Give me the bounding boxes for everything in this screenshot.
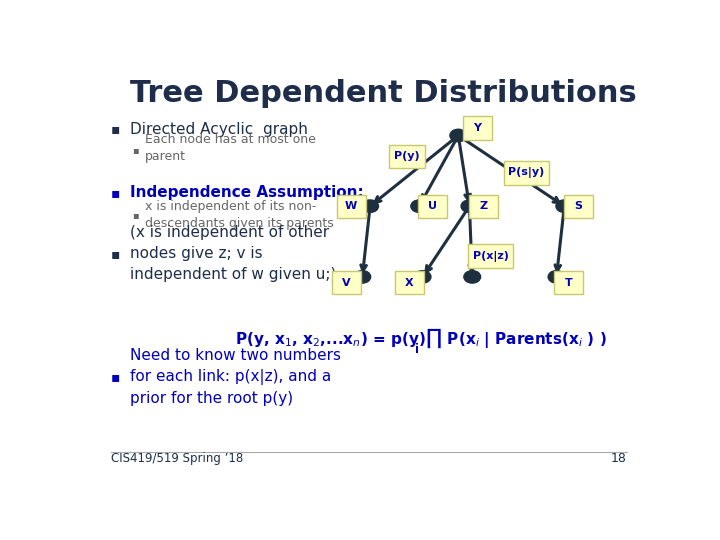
Text: V: V	[343, 278, 351, 288]
Text: P(y, x$_1$, x$_2$,...x$_n$) = p(y)$\prod$ P(x$_i$ | Parents(x$_i$ ) ): P(y, x$_1$, x$_2$,...x$_n$) = p(y)$\prod…	[235, 327, 607, 350]
Text: T: T	[565, 278, 572, 288]
Circle shape	[411, 200, 428, 212]
Text: ▪: ▪	[132, 145, 138, 155]
Text: Independence Assumption:: Independence Assumption:	[130, 185, 364, 200]
Circle shape	[461, 200, 478, 212]
Text: P(y): P(y)	[394, 151, 420, 161]
Text: Need to know two numbers
for each link: p(x|z), and a
prior for the root p(y): Need to know two numbers for each link: …	[130, 348, 341, 407]
Text: i: i	[415, 343, 419, 356]
Text: ▪: ▪	[132, 210, 138, 220]
Circle shape	[354, 271, 371, 283]
FancyBboxPatch shape	[337, 194, 366, 218]
FancyBboxPatch shape	[389, 145, 426, 168]
Text: ▪: ▪	[111, 247, 120, 261]
FancyBboxPatch shape	[418, 194, 447, 218]
Text: Z: Z	[480, 201, 487, 211]
Text: W: W	[345, 201, 357, 211]
Text: P(x|z): P(x|z)	[473, 251, 508, 261]
FancyBboxPatch shape	[469, 194, 498, 218]
Text: Each node has at most one
parent: Each node has at most one parent	[145, 133, 315, 163]
Circle shape	[414, 271, 431, 283]
FancyBboxPatch shape	[554, 271, 583, 294]
Circle shape	[464, 271, 481, 283]
FancyBboxPatch shape	[395, 271, 423, 294]
Circle shape	[556, 200, 572, 212]
FancyBboxPatch shape	[564, 194, 593, 218]
Text: Y: Y	[473, 123, 481, 133]
Text: (x is independent of other
nodes give z; v is
independent of w given u;): (x is independent of other nodes give z;…	[130, 225, 336, 282]
FancyBboxPatch shape	[332, 271, 361, 294]
Text: X: X	[405, 278, 413, 288]
Text: S: S	[575, 201, 582, 211]
Text: x is independent of its non-
descendants given its parents: x is independent of its non- descendants…	[145, 200, 333, 231]
Circle shape	[548, 271, 565, 283]
Text: ▪: ▪	[111, 122, 120, 136]
FancyBboxPatch shape	[463, 116, 492, 140]
FancyBboxPatch shape	[504, 161, 549, 185]
Text: ▪: ▪	[111, 186, 120, 200]
Text: P(s|y): P(s|y)	[508, 167, 544, 178]
Text: ▪: ▪	[111, 370, 120, 384]
Text: Directed Acyclic  graph: Directed Acyclic graph	[130, 122, 308, 137]
Text: CIS419/519 Spring ’18: CIS419/519 Spring ’18	[111, 453, 243, 465]
Circle shape	[361, 200, 379, 212]
Text: Tree Dependent Distributions: Tree Dependent Distributions	[130, 79, 637, 109]
Text: 18: 18	[611, 453, 627, 465]
Text: U: U	[428, 201, 437, 211]
FancyBboxPatch shape	[468, 245, 513, 268]
Circle shape	[450, 129, 467, 141]
